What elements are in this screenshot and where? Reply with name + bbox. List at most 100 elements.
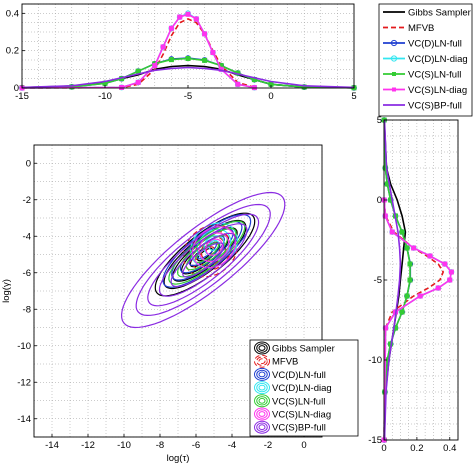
legend-main-box — [249, 339, 359, 437]
legend-marker-vc-d-ln-diag — [390, 55, 398, 62]
right-marker-vc-s-ln-diag — [435, 285, 441, 291]
right-marker-vc-s-ln-diag — [442, 261, 448, 267]
right-xtick-label: 0.2 — [410, 443, 423, 454]
legend-contour-vc-s-ln-diag — [258, 411, 266, 417]
legend-label-vc-s-ln-diag: VC(S)LN-diag — [408, 85, 467, 96]
main-ytick-label: -10 — [17, 341, 31, 352]
legend-contour-vc-s-ln-full — [258, 397, 266, 404]
contour-vc-s-bp-full — [135, 203, 271, 317]
y-axis-label: log(γ) — [1, 279, 12, 303]
main-ytick-label: -14 — [17, 414, 31, 425]
legend-contour-vc-d-ln-diag — [254, 381, 270, 395]
legend-label-gibbs-sampler: Gibbs Sampler — [408, 8, 471, 19]
main-xtick-label: -6 — [192, 440, 200, 451]
legend-contour-gibbs-sampler — [256, 343, 268, 353]
legend-contour-vc-d-ln-full — [258, 371, 266, 378]
right-xtick-label: 0 — [381, 443, 386, 454]
right-marker-vc-s-ln-full — [407, 277, 413, 283]
main-xtick-label: -4 — [228, 440, 236, 451]
right-xtick-label: 0.4 — [443, 443, 456, 454]
top-marker-vc-s-ln-diag — [210, 50, 216, 56]
legend-label-gibbs-sampler: Gibbs Sampler — [272, 344, 335, 355]
contour-vc-s-ln-full — [168, 220, 246, 285]
top-marker-vc-s-ln-diag — [185, 11, 191, 17]
right-marker-vc-s-ln-full — [404, 293, 410, 299]
top-xtick-label: 5 — [351, 91, 356, 102]
contour-vc-d-ln-full — [171, 221, 243, 281]
legend-label-vc-s-ln-diag: VC(S)LN-diag — [272, 410, 331, 421]
legend-contour-mfvb — [254, 354, 270, 368]
top-marginal-panel: -15 -10 -5 0 5 0 0.2 0.4 — [6, 3, 357, 102]
top-ytick-label: 0.2 — [6, 46, 19, 57]
right-marker-vc-s-ln-full — [399, 309, 405, 315]
main-ytick-label: -2 — [23, 195, 31, 206]
right-line-vc-s-bp-full — [383, 119, 402, 441]
right-marker-vc-s-ln-full — [399, 229, 405, 235]
legend-contour-vc-s-bp-full — [256, 422, 268, 432]
right-marker-vc-s-ln-full — [407, 261, 413, 267]
main-xtick-label: -2 — [264, 440, 272, 451]
top-marker-vc-s-ln-full — [168, 57, 174, 63]
legend-contour-vc-d-ln-full — [256, 369, 268, 380]
main-xtick-label: -10 — [117, 440, 131, 451]
contour-legend: Gibbs Sampler MFVB VC(D)LN-full VC(D)LN-dia… — [249, 339, 359, 437]
right-ytick-label: 5 — [377, 115, 382, 126]
right-ytick-label: -5 — [374, 275, 382, 286]
right-line-vc-s-ln-full — [383, 119, 411, 441]
legend-label-vc-s-bp-full: VC(S)BP-full — [408, 101, 462, 112]
main-border — [33, 144, 323, 438]
top-marker-vc-s-ln-full — [69, 84, 75, 90]
contour-vc-s-bp-full — [147, 213, 260, 307]
legend-label-vc-s-ln-full: VC(S)LN-full — [272, 396, 325, 407]
top-xtick-label: -15 — [15, 91, 29, 102]
contour-vc-d-ln-diag — [196, 228, 232, 263]
legend-marker-vc-d-ln-full — [390, 39, 398, 47]
legend-top-box — [378, 3, 473, 117]
right-marker-vc-s-ln-diag — [411, 245, 417, 251]
legend-contour-vc-s-ln-diag — [256, 409, 268, 419]
top-marker-vc-s-ln-diag — [193, 16, 199, 22]
top-line-vc-s-bp-full — [21, 66, 355, 89]
legend-contour-vc-s-ln-full — [256, 396, 268, 406]
right-marker-vc-s-ln-diag — [389, 229, 395, 235]
legend-label-mfvb: MFVB — [408, 23, 434, 34]
top-marker-vc-s-ln-diag — [152, 63, 158, 69]
legend-contour-vc-s-bp-full — [258, 424, 266, 431]
contour-gibbs-sampler — [154, 212, 256, 297]
contour-vc-s-bp-full — [120, 191, 286, 329]
top-marker-vc-s-ln-full — [135, 68, 141, 74]
contour-vc-s-bp-full — [182, 242, 225, 278]
contour-vc-d-ln-diag — [190, 222, 238, 269]
top-legend: Gibbs Sampler MFVB VC(D)LN-full VC(D)LN-dia… — [378, 3, 473, 117]
top-xtick-label: 0 — [268, 91, 273, 102]
right-marker-vc-s-ln-diag — [427, 253, 433, 259]
contour-panel: -14 -12 -10 -8 -6 -4 -2 0 -14 -12 -10 -8 -6 -4 -2 0 log(… — [1, 144, 323, 464]
top-marker-vc-s-ln-diag — [135, 79, 141, 85]
right-marker-vc-s-ln-diag — [382, 213, 388, 219]
contour-mfvb — [200, 241, 221, 261]
right-marker-vc-s-ln-full — [382, 165, 388, 171]
right-ytick-label: -15 — [368, 435, 382, 446]
legend-label-mfvb: MFVB — [272, 357, 298, 368]
main-xtick-label: -14 — [45, 440, 59, 451]
main-ytick-label: -8 — [23, 304, 31, 315]
top-xtick-label: -5 — [184, 91, 192, 102]
contour-vc-s-ln-diag — [205, 238, 223, 256]
top-marker-vc-s-ln-diag — [119, 84, 125, 90]
contour-vc-s-bp-full — [158, 223, 248, 297]
legend-label-vc-d-ln-full: VC(D)LN-full — [408, 39, 462, 50]
top-ytick-label: 0 — [14, 83, 19, 94]
legend-contour-gibbs-sampler — [254, 341, 270, 355]
legend-label-vc-d-ln-diag: VC(D)LN-diag — [408, 54, 468, 65]
legend-marker-vc-s-ln-full — [392, 72, 396, 76]
legend-contour-vc-d-ln-diag — [258, 384, 266, 391]
main-ytick-label: -4 — [23, 231, 31, 242]
legend-contour-gibbs-sampler — [258, 345, 266, 351]
legend-contour-vc-d-ln-diag — [256, 382, 268, 393]
right-marker-vc-s-ln-full — [404, 245, 410, 251]
legend-label-vc-s-bp-full: VC(S)BP-full — [272, 423, 326, 434]
legend-marker-vc-s-ln-diag — [392, 87, 396, 92]
main-ytick-label: -6 — [23, 268, 31, 279]
legend-contour-vc-s-ln-full — [254, 394, 270, 408]
